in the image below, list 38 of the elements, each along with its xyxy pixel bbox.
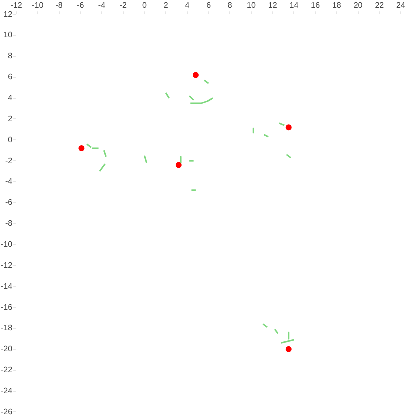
x-tick-label: 6 — [206, 1, 212, 10]
y-tick-label: 12 — [4, 10, 14, 19]
x-tick-label: 20 — [354, 1, 364, 10]
x-tick-label: 24 — [396, 1, 406, 10]
x-tick-label: 0 — [142, 1, 148, 10]
x-tick-label: -4 — [98, 1, 106, 10]
y-tick-label: -16 — [1, 302, 14, 312]
x-tick-label: 14 — [290, 1, 300, 10]
y-tick-label: 2 — [8, 114, 14, 124]
y-tick-label: 4 — [8, 94, 14, 103]
y-tick-label: -18 — [1, 324, 14, 333]
x-tick-label: 2 — [164, 1, 169, 10]
y-tick-label: 6 — [8, 72, 14, 82]
y-tick-label: -2 — [5, 156, 14, 166]
y-tick-label: -24 — [1, 386, 14, 396]
y-tick-label: -12 — [1, 260, 14, 270]
y-tick-label: 10 — [4, 30, 14, 40]
y-tick-label: -6 — [5, 198, 14, 208]
x-tick-label: 10 — [247, 1, 256, 10]
x-tick-label: -2 — [120, 1, 128, 10]
x-tick-label: 12 — [268, 1, 278, 10]
y-tick-label: -10 — [1, 240, 14, 249]
x-tick-label: 4 — [185, 1, 190, 10]
y-tick-label: 8 — [8, 52, 14, 61]
x-tick-label: -10 — [32, 1, 44, 10]
y-tick-label: -14 — [1, 282, 14, 291]
x-tick-label: 16 — [311, 1, 321, 10]
x-tick-label: -6 — [77, 1, 85, 10]
x-tick-label: 18 — [332, 1, 342, 10]
y-tick-label: -4 — [5, 177, 14, 186]
y-tick-label: 0 — [8, 135, 14, 144]
y-tick-label: -22 — [1, 366, 14, 375]
x-tick-label: -8 — [56, 1, 64, 10]
y-tick-label: -26 — [1, 407, 14, 416]
y-tick-label: -8 — [5, 219, 14, 228]
y-tick-label: -20 — [1, 344, 14, 354]
x-tick-label: 8 — [228, 1, 233, 10]
x-tick-label: 22 — [375, 1, 385, 10]
